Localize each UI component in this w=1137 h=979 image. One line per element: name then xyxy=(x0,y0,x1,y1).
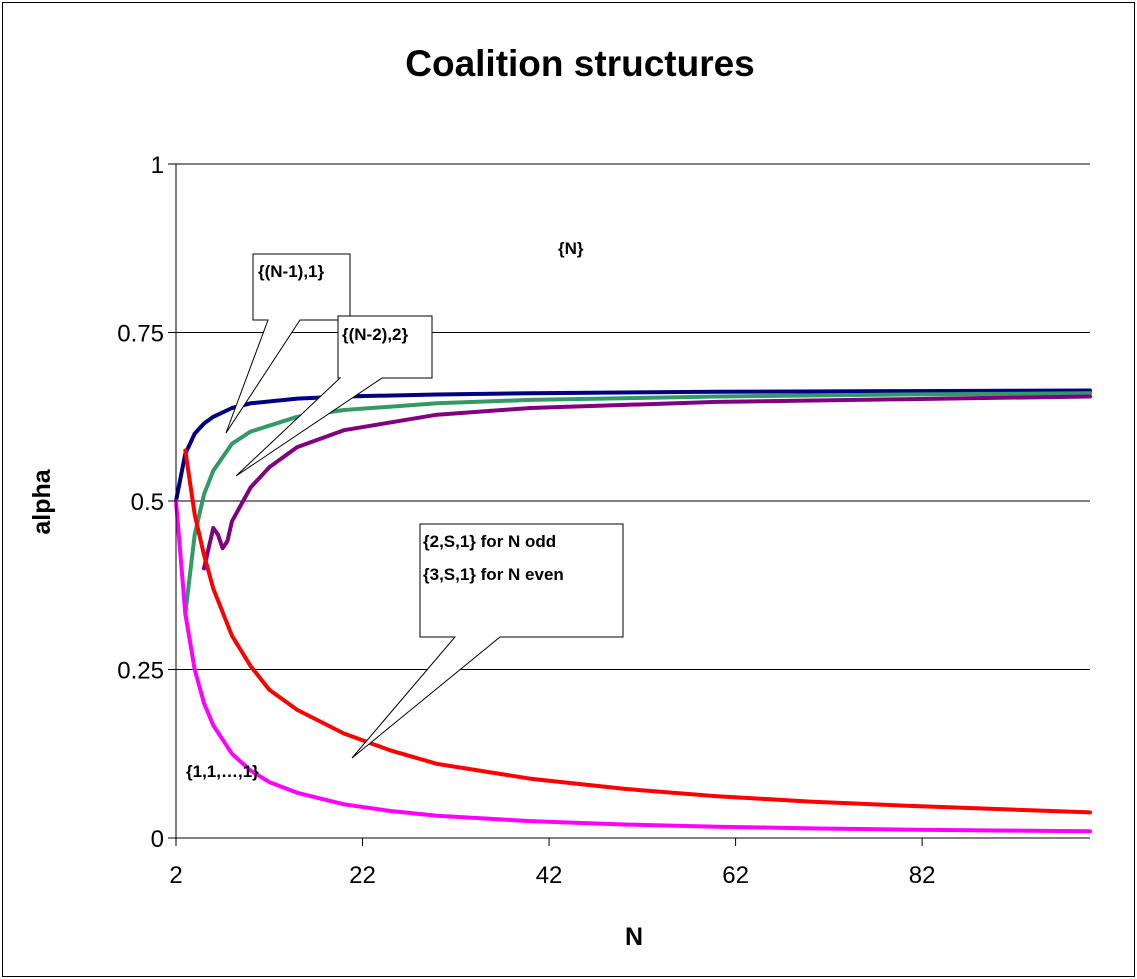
series-line-0 xyxy=(174,388,1092,503)
series-layer xyxy=(174,388,1092,834)
annotation-odd-even-callout xyxy=(351,523,624,759)
annotation-n-minus-2-label: {(N-2),2} xyxy=(342,325,409,344)
annotation-n-minus-1-label: {(N-1),1} xyxy=(258,262,325,281)
annotation-label-n: {N} xyxy=(558,239,584,258)
x-tick-label-4: 82 xyxy=(909,862,936,889)
x-axis-title: N xyxy=(625,923,643,951)
y-tick-label-1: 0.25 xyxy=(117,658,164,685)
x-tick-label-0: 2 xyxy=(169,862,182,889)
y-tick-label-0: 0 xyxy=(151,826,164,853)
y-axis-title: alpha xyxy=(28,468,56,534)
series-line-2 xyxy=(202,394,1092,571)
x-tick-label-2: 42 xyxy=(536,862,563,889)
callout-layer: {N} {(N-1),1} {(N-2),2} {2,S,1} for N odd {3… xyxy=(186,239,624,781)
y-tick-label-4: 1 xyxy=(151,152,164,179)
annotation-label-ones: {1,1,…,1} xyxy=(186,762,259,781)
x-tick-label-1: 22 xyxy=(349,862,376,889)
y-tick-label-2: 0.5 xyxy=(131,489,164,516)
chart-title: Coalition structures xyxy=(405,43,755,84)
series-line-4 xyxy=(174,499,1092,834)
series-line-3 xyxy=(183,448,1092,815)
grid-layer xyxy=(176,163,1090,670)
annotation-n-minus-1-callout xyxy=(225,253,351,434)
series-line-1 xyxy=(183,391,1092,616)
x-tick-label-3: 62 xyxy=(722,862,749,889)
annotation-odd-even-label: {2,S,1} for N odd xyxy=(423,532,556,551)
annotation-odd-even-label-1: {3,S,1} for N even xyxy=(423,565,564,584)
y-tick-label-3: 0.75 xyxy=(117,321,164,348)
annotation-n-minus-2-callout xyxy=(235,315,433,477)
